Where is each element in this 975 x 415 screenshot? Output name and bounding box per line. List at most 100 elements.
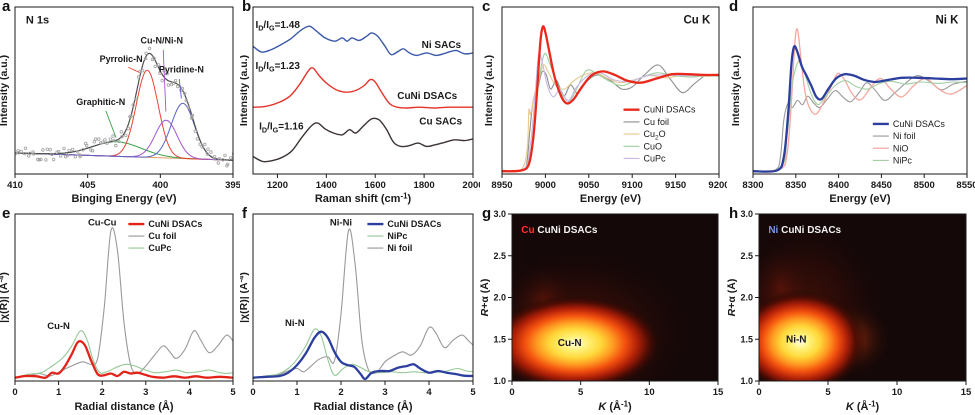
x-tick-label: 8350 bbox=[785, 180, 806, 191]
scatter-point bbox=[221, 158, 225, 162]
chart-element: G bbox=[273, 125, 279, 134]
scatter-point bbox=[126, 126, 130, 131]
x-tick-label: 9100 bbox=[622, 180, 643, 191]
chart-element: =1.48 bbox=[275, 20, 301, 31]
panel-g-chart: 0 5 10 15 1.0 1.5 2.0 2.5 3.0 K (Å-1) R+α (Å) Cu Cu… bbox=[480, 209, 724, 413]
x-tick-label: 0 bbox=[756, 387, 761, 398]
x-tick-label: 2 bbox=[338, 387, 343, 398]
panel-h: h 0 5 10 15 1.0 1.5 2.0 2.5 3.0 K (Å-1) R+α (Å) Ni … bbox=[727, 205, 975, 415]
chart-element: -1 bbox=[868, 399, 876, 408]
chart-element: -1 bbox=[621, 399, 629, 408]
series-nipc bbox=[753, 60, 967, 173]
scatter-point bbox=[120, 134, 124, 139]
scatter-point bbox=[173, 78, 178, 83]
scatter-point bbox=[182, 91, 187, 96]
x-tick-label: 3 bbox=[382, 387, 387, 398]
x-axis-title: K (Å-1) bbox=[598, 399, 632, 413]
scatter-point bbox=[131, 103, 135, 107]
chart-element: CuNi DSACs bbox=[778, 225, 841, 236]
scatter-point bbox=[41, 148, 45, 152]
x-tick-label: 3 bbox=[143, 387, 148, 398]
panel-c-chart: 8950 9000 9050 9100 9150 9200 Energy (eV) Inten… bbox=[483, 6, 727, 205]
legend-label: CuNi DSACs bbox=[644, 105, 697, 115]
scatter-point bbox=[165, 71, 169, 76]
scatter-point bbox=[156, 63, 161, 67]
annotation-text: Ni-Ni bbox=[330, 218, 352, 229]
scatter-point bbox=[175, 84, 180, 89]
y-axis-title: Intensity (a.u.) bbox=[730, 55, 742, 126]
x-tick-label: 4 bbox=[426, 387, 432, 398]
series-cu2o bbox=[502, 64, 719, 173]
scatter-point bbox=[75, 150, 80, 154]
x-tick-label: 0 bbox=[509, 387, 514, 398]
panel-g: g 0 5 10 15 1.0 1.5 2.0 2.5 3.0 K (Å-1) R+α (Å) Cu … bbox=[480, 205, 727, 415]
scatter-point bbox=[140, 68, 145, 73]
scatter-point bbox=[209, 150, 213, 154]
panel-b-chart: 1200 1400 1600 1800 2000 Raman shift (cm-1) In… bbox=[240, 6, 480, 205]
x-axis-title: Binging Energy (eV) bbox=[71, 193, 176, 205]
annotation-text: Cu-N bbox=[558, 338, 582, 349]
scatter-point bbox=[36, 157, 40, 162]
annotation-line bbox=[105, 110, 117, 138]
annotation-line bbox=[178, 78, 182, 99]
scatter-point bbox=[89, 148, 93, 152]
y-tick-label: 3.0 bbox=[740, 209, 753, 219]
chart-element: I bbox=[255, 61, 258, 72]
panel-c: c 8950 9000 9050 9100 9150 9200 Energy (eV) Int… bbox=[480, 0, 727, 207]
series-cuni-dsacs bbox=[253, 67, 473, 109]
panel-letter-b: b bbox=[242, 0, 252, 15]
chart-element: +α (Å) bbox=[727, 279, 738, 309]
annotation-text: Ni SACs bbox=[422, 40, 462, 51]
legend-label: NiPc bbox=[387, 231, 407, 241]
scatter-point bbox=[90, 148, 95, 153]
chart-element: =1.16 bbox=[278, 122, 304, 133]
panel-title: Ni K bbox=[935, 15, 959, 27]
x-tick-label: 0 bbox=[12, 387, 17, 398]
series-ni-sacs bbox=[253, 25, 473, 57]
annotation-line bbox=[128, 66, 140, 73]
scatter-point bbox=[205, 152, 209, 156]
panel-a-chart: 410 405 400 395 Binging Energy (eV) Intensity… bbox=[0, 6, 240, 205]
x-axis-title: Radial distance (Å) bbox=[74, 400, 173, 413]
scatter-point bbox=[23, 146, 28, 150]
scatter-point bbox=[223, 153, 227, 158]
scatter-point bbox=[28, 151, 32, 156]
scatter-point bbox=[62, 146, 66, 151]
chart-element: R bbox=[480, 308, 491, 316]
chart-element: I bbox=[255, 20, 258, 31]
scatter-point bbox=[100, 140, 105, 144]
panel-title: Cu CuNi DSACs bbox=[521, 225, 598, 236]
scatter-point bbox=[136, 75, 141, 79]
x-axis-title: Energy (eV) bbox=[580, 193, 641, 205]
x-tick-label: 395 bbox=[225, 180, 240, 191]
annotation-text: ID/IG=1.16 bbox=[259, 122, 304, 135]
chart-element: (Å bbox=[606, 400, 621, 413]
series-cuni-dsacs bbox=[753, 45, 967, 173]
legend-label: Ni foil bbox=[893, 131, 916, 141]
annotation-text: Cu-N bbox=[47, 321, 70, 332]
series-nio bbox=[753, 28, 967, 172]
annotation-text: Graphitic-N bbox=[76, 97, 125, 107]
y-tick-label: 2.5 bbox=[740, 251, 753, 261]
chart-element: Cu bbox=[644, 129, 656, 139]
scatter-point bbox=[78, 153, 82, 157]
scatter-point bbox=[231, 152, 233, 156]
series-cu-sacs bbox=[253, 117, 473, 163]
scatter-point bbox=[212, 154, 217, 159]
chart-element: -1 bbox=[400, 191, 408, 200]
panel-b: b 1200 1400 1600 1800 2000 Raman shift (cm-1)… bbox=[240, 0, 480, 207]
x-tick-label: 405 bbox=[80, 180, 97, 191]
scatter-point bbox=[51, 157, 56, 162]
scatter-point bbox=[105, 141, 109, 145]
scatter-point bbox=[117, 139, 121, 144]
scatter-point bbox=[166, 83, 171, 87]
x-tick-label: 1400 bbox=[316, 180, 337, 191]
scatter-point bbox=[184, 98, 188, 103]
x-tick-label: 9150 bbox=[665, 180, 686, 191]
panel-d: d 8300 8350 8400 8450 8500 8550 Energy (eV) Int… bbox=[727, 0, 975, 207]
scatter-point bbox=[103, 138, 107, 142]
chart-element: /I bbox=[263, 61, 269, 72]
y-tick-label: 1.0 bbox=[493, 376, 506, 386]
scatter-point bbox=[19, 149, 23, 154]
legend-label: Cu foil bbox=[644, 117, 670, 127]
